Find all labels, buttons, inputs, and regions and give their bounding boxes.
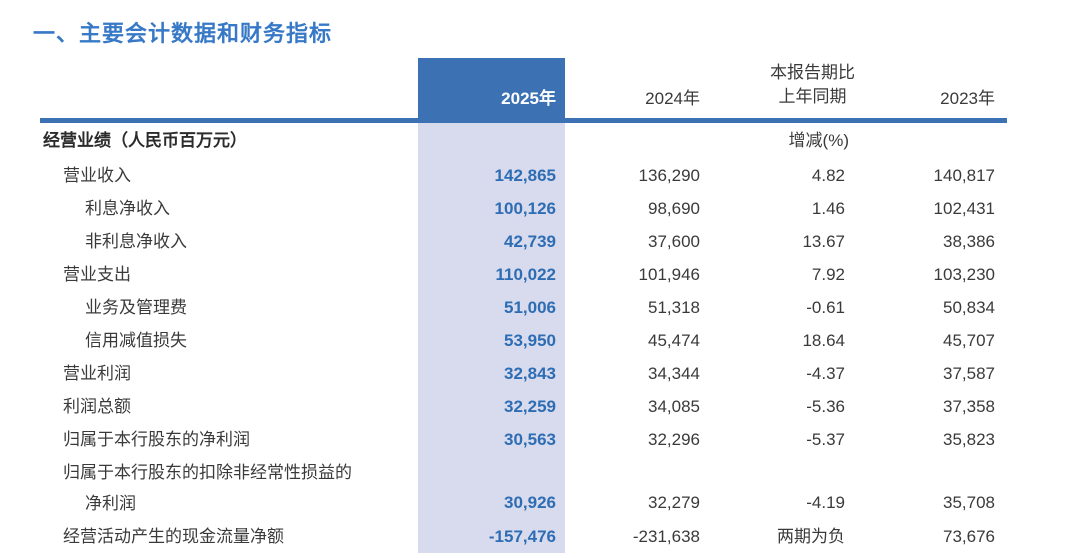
page-title: 一、主要会计数据和财务指标 [33, 21, 333, 46]
cell-2024: 37,600 [648, 232, 700, 251]
table-row: 利息净收入 100,126 98,690 1.46 102,431 [40, 192, 1007, 225]
cell-2024: 34,344 [648, 364, 700, 383]
row-label: 业务及管理费 [85, 298, 187, 317]
highlight-column-body-block [418, 123, 565, 553]
header-cell-change: 本报告期比 上年同期 [710, 58, 855, 118]
cell-2024: 136,290 [638, 166, 700, 185]
cell-2024: 51,318 [648, 298, 700, 317]
cell-2025: 53,950 [504, 331, 556, 350]
change-unit-label: 增减(%) [788, 131, 849, 150]
cell-2025: -157,476 [488, 527, 556, 546]
cell-2023 [855, 123, 1007, 159]
header-cell-2024: 2024年 [645, 89, 700, 108]
cell-2024: 32,296 [648, 430, 700, 449]
row-label-line2: 净利润 [85, 494, 136, 513]
table-body: 经营业绩（人民币百万元） 增减(%) 营业收入 142,865 136,290 … [40, 123, 1007, 553]
cell-change: 7.92 [811, 265, 845, 284]
cell-2024: -231,638 [632, 527, 700, 546]
cell-change: -0.61 [806, 298, 845, 317]
highlight-column-header-block [418, 58, 565, 123]
cell-2023: 37,587 [943, 364, 995, 383]
cell-2024: 98,690 [648, 199, 700, 218]
header-cell-empty [40, 58, 418, 118]
cell-2025: 30,926 [504, 493, 556, 512]
table-row: 信用减值损失 53,950 45,474 18.64 45,707 [40, 324, 1007, 357]
row-label: 非利息净收入 [85, 232, 187, 251]
table-row: 营业支出 110,022 101,946 7.92 103,230 [40, 258, 1007, 291]
cell-2023: 102,431 [933, 199, 995, 218]
row-label: 归属于本行股东的扣除非经常性损益的 净利润 [40, 456, 418, 520]
table-row: 利润总额 32,259 34,085 -5.36 37,358 [40, 390, 1007, 423]
header-divider-line [40, 118, 1007, 123]
cell-2025 [418, 123, 565, 159]
header-change-line1: 本报告期比 [770, 63, 855, 82]
cell-2025: 100,126 [494, 199, 556, 218]
cell-change: 两期为负 [777, 527, 845, 546]
table-header-row: 2025年 2024年 本报告期比 上年同期 2023年 [40, 58, 1007, 118]
cell-change: 4.82 [811, 166, 845, 185]
financial-indicators-table: 2025年 2024年 本报告期比 上年同期 2023年 经营业绩（人民币百万元… [40, 58, 1007, 553]
table-row: 经营活动产生的现金流量净额 -157,476 -231,638 两期为负 73,… [40, 520, 1007, 553]
table-row: 非利息净收入 42,739 37,600 13.67 38,386 [40, 225, 1007, 258]
cell-2025: 32,259 [504, 397, 556, 416]
cell-change: -5.37 [806, 430, 845, 449]
cell-2025: 42,739 [504, 232, 556, 251]
cell-change: -4.37 [806, 364, 845, 383]
table-row: 归属于本行股东的净利润 30,563 32,296 -5.37 35,823 [40, 423, 1007, 456]
header-cell-2025: 2025年 [501, 89, 556, 108]
header-change-line2: 上年同期 [778, 87, 847, 106]
cell-2025: 30,563 [504, 430, 556, 449]
cell-change: 13.67 [802, 232, 845, 251]
cell-2023: 140,817 [933, 166, 995, 185]
table-row: 业务及管理费 51,006 51,318 -0.61 50,834 [40, 291, 1007, 324]
header-cell-2023: 2023年 [940, 89, 995, 108]
table-row: 归属于本行股东的扣除非经常性损益的 净利润 30,926 32,279 -4.1… [40, 456, 1007, 520]
cell-2023: 35,708 [943, 493, 995, 512]
row-label: 营业利润 [63, 364, 131, 383]
cell-2023: 45,707 [943, 331, 995, 350]
cell-change: 18.64 [802, 331, 845, 350]
cell-2025: 110,022 [495, 265, 556, 284]
cell-2025: 51,006 [504, 298, 556, 317]
cell-2025: 142,865 [494, 166, 556, 185]
cell-2023: 38,386 [943, 232, 995, 251]
cell-change: -5.36 [806, 397, 845, 416]
row-label: 利润总额 [63, 397, 131, 416]
cell-2024: 32,279 [648, 493, 700, 512]
cell-2023: 35,823 [943, 430, 995, 449]
cell-2023: 50,834 [943, 298, 995, 317]
cell-2024: 34,085 [648, 397, 700, 416]
cell-2024: 45,474 [648, 331, 700, 350]
row-label: 归属于本行股东的净利润 [63, 430, 250, 449]
cell-change: 1.46 [811, 199, 845, 218]
table-row: 营业利润 32,843 34,344 -4.37 37,587 [40, 357, 1007, 390]
table-row: 营业收入 142,865 136,290 4.82 140,817 [40, 159, 1007, 192]
row-label: 信用减值损失 [85, 331, 187, 350]
cell-2024 [565, 123, 710, 159]
row-label: 营业支出 [63, 265, 131, 284]
cell-2025: 32,843 [504, 364, 556, 383]
cell-2023: 103,230 [933, 265, 995, 284]
row-label: 营业收入 [63, 166, 131, 185]
row-label: 经营活动产生的现金流量净额 [63, 527, 284, 546]
row-label-line1: 归属于本行股东的扣除非经常性损益的 [63, 463, 352, 482]
cell-2023: 37,358 [943, 397, 995, 416]
cell-change: -4.19 [806, 493, 845, 512]
cell-2023: 73,676 [943, 527, 995, 546]
section-label: 经营业绩（人民币百万元） [43, 131, 247, 150]
cell-2024: 101,946 [638, 265, 700, 284]
row-label: 利息净收入 [85, 199, 170, 218]
table-section-row: 经营业绩（人民币百万元） 增减(%) [40, 123, 1007, 159]
